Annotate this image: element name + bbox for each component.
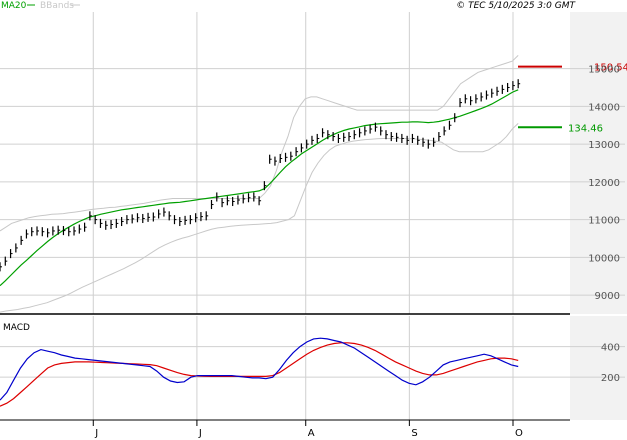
month-label: A — [308, 428, 315, 439]
legend-bb: BBands — [40, 1, 74, 11]
macd-tick-label: 200 — [601, 373, 620, 384]
chart-header: MA20 BBands © TEC 5/10/2025 3:0 GMT — [1, 1, 577, 11]
legend-bb-swatch — [71, 4, 80, 6]
macd-panel-background — [0, 316, 570, 420]
macd-tick-label: 400 — [601, 343, 620, 354]
month-label: S — [411, 428, 417, 439]
price-axis-ticks: 9000 10000 11000 12000 13000 14000 15000 — [588, 65, 620, 303]
price-panel-background — [0, 12, 570, 314]
copyright: © TEC 5/10/2025 3:0 GMT — [456, 1, 576, 11]
price-tick-label: 10000 — [588, 253, 620, 264]
macd-lines — [0, 337, 519, 407]
price-levels: 150.54 134.46 — [518, 63, 627, 134]
price-tick-label: 14000 — [588, 102, 620, 113]
macd-panel: 200 400 MACD — [0, 316, 627, 421]
macd-axis-ticks: 200 400 — [601, 343, 620, 385]
macd-line — [0, 337, 519, 401]
legend-ma: MA20 — [1, 1, 27, 11]
price-tick-label: 11000 — [588, 216, 620, 227]
month-label: O — [515, 428, 523, 439]
legend-ma-swatch — [27, 4, 35, 6]
price-bars — [0, 79, 521, 272]
price-tick-label: 12000 — [588, 178, 620, 189]
price-tick-label: 15000 — [588, 65, 620, 76]
price-tick-label: 9000 — [595, 291, 620, 302]
month-label: J — [198, 428, 202, 439]
bb-lower-line — [0, 123, 519, 313]
ma20-line — [0, 89, 519, 287]
price-panel: 150.54 134.46 9000 10000 11000 12000 13000 140… — [0, 12, 627, 315]
price-axis-background — [570, 12, 627, 314]
macd-axis-background — [570, 316, 627, 420]
macd-title: MACD — [3, 323, 30, 333]
price-tick-label: 13000 — [588, 140, 620, 151]
month-label: J — [94, 428, 98, 439]
resistance-label: 150.54 — [594, 63, 627, 74]
macd-grid — [0, 316, 625, 420]
ma20-polyline — [0, 89, 519, 287]
support-label: 134.46 — [568, 123, 603, 134]
